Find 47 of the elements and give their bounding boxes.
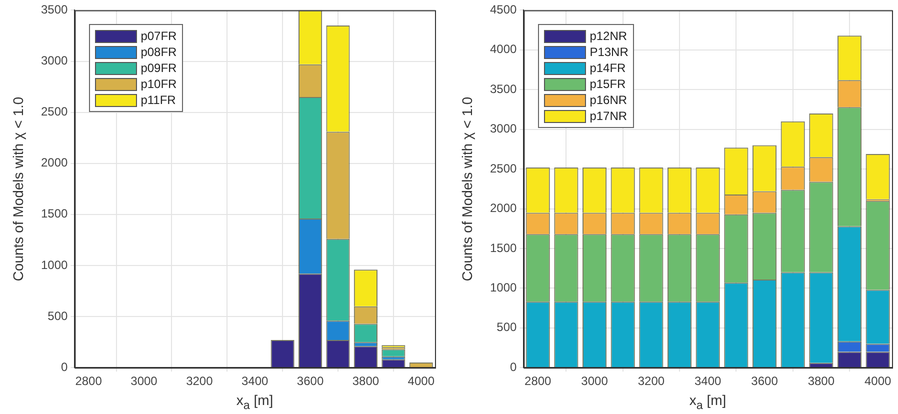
y-tick-label: 1000 <box>40 258 68 272</box>
legend-label: p16NR <box>590 93 628 108</box>
x-tick-label: 3600 <box>296 374 324 388</box>
y-tick-label: 0 <box>510 360 518 374</box>
y-axis-title: Counts of Models with χ < 1.0 <box>459 96 476 282</box>
y-tick-label: 500 <box>48 308 68 323</box>
y-tick-label: 2000 <box>40 156 68 170</box>
y-tick-label: 500 <box>496 320 518 334</box>
y-tick-label: 2500 <box>490 161 518 176</box>
legend-label: P13NR <box>590 45 628 60</box>
legend-label: p17NR <box>590 109 628 124</box>
x-axis-title: x$_{a}$ [m] <box>689 392 726 412</box>
y-tick-label: 1000 <box>490 280 518 294</box>
x-tick-label: 4000 <box>864 374 892 388</box>
y-tick-label: 3000 <box>40 54 68 68</box>
x-tick-label: 3000 <box>581 374 608 388</box>
y-tick-label: 4500 <box>490 2 518 17</box>
legend-label: p14FR <box>590 61 626 76</box>
legend-label: p10FR <box>140 77 177 92</box>
y-tick-label: 1500 <box>490 240 518 255</box>
y-tick-label: 2000 <box>490 201 518 216</box>
x-axis-title: x$_{a}$ [m] <box>236 392 274 412</box>
x-tick-label: 3800 <box>808 374 835 388</box>
x-tick-label: 2800 <box>524 374 552 388</box>
legend-label: p08FR <box>140 45 177 60</box>
x-tick-label: 2800 <box>75 374 102 388</box>
x-tick-label: 3800 <box>352 374 380 388</box>
legend-label: p09FR <box>140 61 177 76</box>
legend-label: p07FR <box>140 29 177 44</box>
y-tick-label: 3500 <box>40 2 68 17</box>
y-tick-label: 1500 <box>40 206 68 221</box>
y-axis-title: Counts of Models with χ < 1.0 <box>10 96 26 282</box>
x-tick-label: 3200 <box>186 374 214 388</box>
x-tick-label: 4000 <box>408 374 435 388</box>
legend-label: p11FR <box>140 93 176 108</box>
y-tick-label: 0 <box>61 360 68 374</box>
legend-label: p15FR <box>590 77 626 92</box>
y-tick-label: 2500 <box>40 104 68 119</box>
y-tick-label: 4000 <box>490 42 518 56</box>
x-tick-label: 3200 <box>638 374 665 388</box>
y-tick-label: 3000 <box>490 122 518 136</box>
x-tick-label: 3400 <box>241 374 269 388</box>
legend-label: p12NR <box>590 29 628 44</box>
x-tick-label: 3600 <box>751 374 778 388</box>
y-tick-label: 3500 <box>490 82 518 96</box>
x-tick-label: 3000 <box>130 374 158 388</box>
x-tick-label: 3400 <box>694 374 722 388</box>
